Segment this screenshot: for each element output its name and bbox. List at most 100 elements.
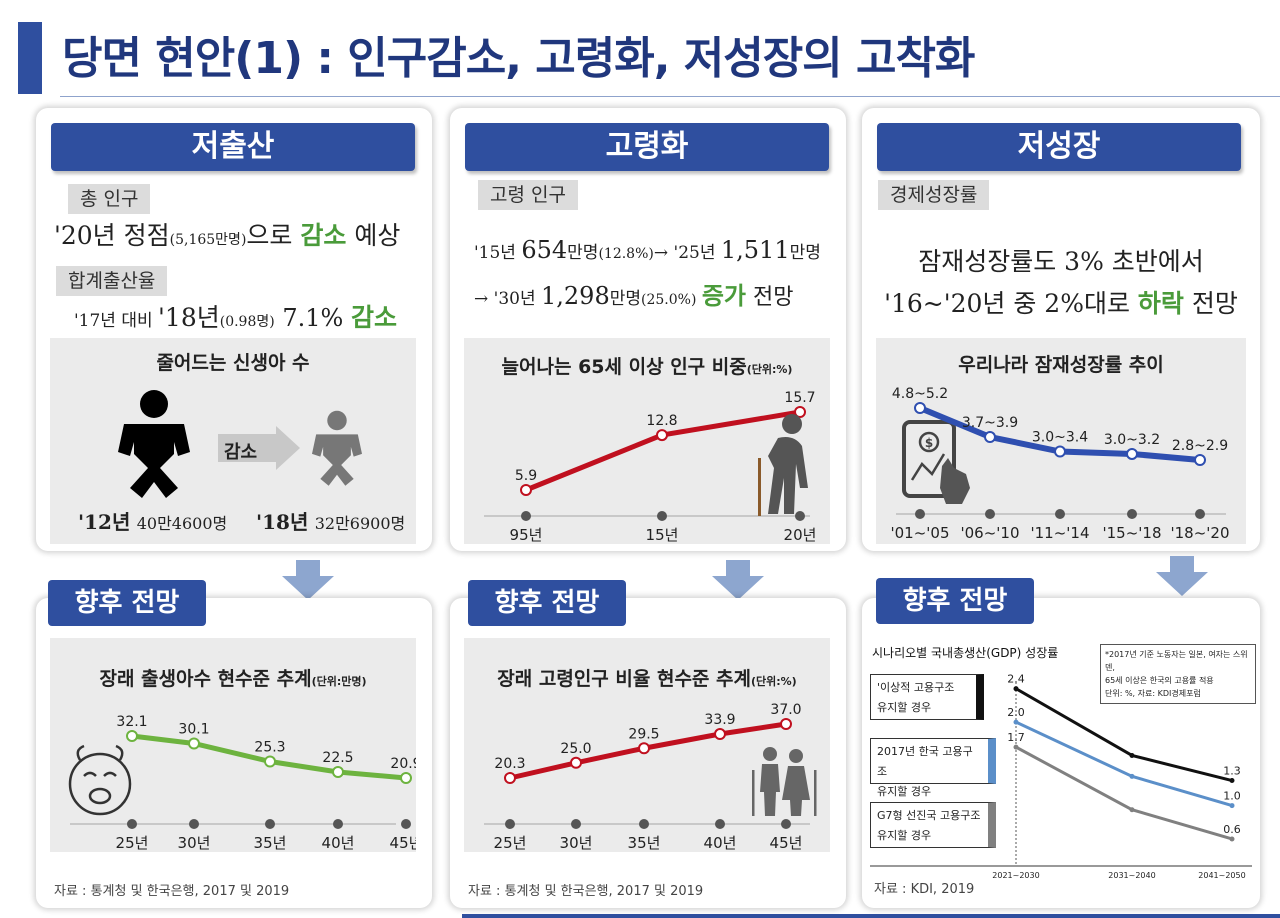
axis-tick <box>1195 509 1205 519</box>
axis-tick <box>521 511 531 521</box>
data-point <box>780 718 792 730</box>
axis-tick <box>639 819 649 829</box>
elderly-share-box: 늘어나는 65세 이상 인구 비중(단위:%) 5.9 95년 12.8 15년 15.… <box>464 338 830 544</box>
data-label: 37.0 <box>770 702 801 718</box>
decrease-arrow-label: 감소 <box>224 442 258 463</box>
baby-large-icon <box>118 390 190 498</box>
future-births-title: 장래 출생아수 현수준 추계(단위:만명) <box>99 668 367 690</box>
gdp-note: *2017년 기준 노동자는 일본, 여자는 스위덴, 65세 이상은 한국의 고… <box>1100 644 1256 704</box>
tick-label: 2021~2030 <box>992 871 1039 880</box>
data-label: 5.9 <box>515 468 537 484</box>
data-point <box>794 406 806 418</box>
page-title: 당면 현안(1) : 인구감소, 고령화, 저성장의 고착화 <box>62 33 975 84</box>
data-label: 22.5 <box>322 750 353 766</box>
axis-tick <box>715 819 725 829</box>
data-point <box>570 756 582 769</box>
data-point <box>332 766 344 778</box>
data-label: 4.8~5.2 <box>892 386 948 402</box>
data-label: 30.1 <box>178 722 209 738</box>
panel-low-growth: 저성장 경제성장률 잠재성장률도 3% 초반에서 '16~'20년 중 2%대로… <box>862 108 1260 551</box>
data-point <box>714 728 726 741</box>
growth-statement-line1: 잠재성장률도 3% 초반에서 <box>918 247 1204 276</box>
gdp-legend-korea: 2017년 한국 고용구조 유지할 경우 <box>870 738 996 798</box>
panel-header-aging: 고령화 <box>465 123 829 171</box>
series-line <box>1015 687 1233 782</box>
data-point <box>264 755 276 768</box>
gdp-source: 자료 : KDI, 2019 <box>874 882 975 897</box>
tick-label: 40년 <box>704 834 737 852</box>
panel-header-low-growth: 저성장 <box>877 123 1241 171</box>
tick-label: 40년 <box>322 834 355 852</box>
panel-header-low-birth: 저출산 <box>51 123 415 171</box>
panel-aging: 고령화 고령 인구 '15년 654만명(12.8%)→ '25년 1,511만… <box>450 108 846 551</box>
potential-growth-chart: $ 4.8~5.2 '01~'05 3.7~3.9 '06~'10 3.0~3.4 '11… <box>891 386 1230 542</box>
future-aging-source: 자료 : 통계청 및 한국은행, 2017 및 2019 <box>468 884 704 899</box>
tick-label: '15~'18 <box>1103 524 1162 542</box>
tick-label: 45년 <box>390 834 416 852</box>
axis-tick <box>127 819 137 829</box>
data-point <box>656 429 668 442</box>
title-accent-bar <box>18 22 42 94</box>
data-label: 2.4 <box>1007 673 1025 686</box>
growth-statement-line2: '16~'20년 중 2%대로 하락 전망 <box>884 289 1238 318</box>
tick-label: 95년 <box>510 526 543 544</box>
data-label: 25.0 <box>560 741 591 757</box>
future-aging-box: 장래 고령인구 비율 현수준 추계(단위:%) 20.3 25년 25.0 30년 29… <box>464 638 830 852</box>
footer-rule <box>462 914 1280 918</box>
axis-tick <box>265 819 275 829</box>
panel-future-births: 장래 출생아수 현수준 추계(단위:만명) 32.1 25년 30.1 30년 25.3… <box>36 598 432 908</box>
gdp-legend-g7: G7형 선진국 고용구조 유지할 경우 <box>870 802 996 848</box>
future-births-chart: 32.1 25년 30.1 30년 25.3 35년 22.5 40년 20.9 45년 <box>68 714 416 852</box>
tick-label: 25년 <box>116 834 149 852</box>
data-point <box>400 772 412 784</box>
data-point <box>1129 752 1135 758</box>
tick-label: '11~'14 <box>1031 524 1090 542</box>
gdp-legend-ideal: '이상적 고용구조 유지할 경우 <box>870 674 984 720</box>
axis-tick <box>1127 509 1137 519</box>
data-label: 33.9 <box>704 712 735 728</box>
future-births-source: 자료 : 통계청 및 한국은행, 2017 및 2019 <box>54 884 290 899</box>
tag-growth-rate: 경제성장률 <box>878 180 990 210</box>
title-divider <box>60 96 1280 97</box>
tick-label: 15년 <box>646 526 679 544</box>
tag-total-population: 총 인구 <box>68 184 151 214</box>
data-point <box>1054 445 1066 458</box>
tick-label: 30년 <box>178 834 211 852</box>
crying-baby-icon <box>68 744 132 816</box>
tag-fertility-rate: 합계출산율 <box>56 266 168 296</box>
newborn-box: 줄어드는 신생아 수 감소 '12년 40만4600명 '18년 32만6900… <box>50 338 416 544</box>
data-label: 29.5 <box>628 726 659 742</box>
data-point <box>1013 686 1019 692</box>
data-point <box>1229 836 1235 842</box>
data-label: 32.1 <box>116 714 147 730</box>
data-point <box>914 402 926 414</box>
data-label: 2.0 <box>1007 706 1025 719</box>
data-label: 15.7 <box>784 390 815 406</box>
data-label: 20.3 <box>494 756 525 772</box>
data-point <box>1229 778 1235 784</box>
axis-tick <box>915 509 925 519</box>
tick-label: 25년 <box>494 834 527 852</box>
data-point <box>1229 803 1235 809</box>
data-point <box>1013 719 1019 725</box>
elderly-couple-icon <box>752 747 817 816</box>
data-point <box>984 431 996 444</box>
data-label: 0.6 <box>1223 823 1241 836</box>
panel-low-birth: 저출산 총 인구 '20년 정점(5,165만명)으로 감소 예상 합계출산율 … <box>36 108 432 551</box>
potential-growth-title: 우리나라 잠재성장률 추이 <box>958 354 1164 376</box>
axis-tick <box>189 819 199 829</box>
data-label: 3.0~3.4 <box>1032 430 1088 446</box>
newborn-2018: '18년 32만6900명 <box>256 510 406 534</box>
data-point <box>126 730 138 742</box>
axis-tick <box>571 819 581 829</box>
elderly-statement-line1: '15년 654만명(12.8%)→ '25년 1,511만명 <box>474 236 821 264</box>
data-label: 25.3 <box>254 740 285 756</box>
data-point <box>1126 447 1138 460</box>
baby-small-icon <box>312 410 362 486</box>
data-point <box>1129 773 1135 779</box>
gdp-chart-title: 시나리오별 국내총생산(GDP) 성장률 <box>872 646 1059 660</box>
total-population-statement: '20년 정점(5,165만명)으로 감소 예상 <box>54 221 401 250</box>
tick-label: '18~'20 <box>1171 524 1230 542</box>
series-line <box>1015 745 1233 841</box>
potential-growth-box: 우리나라 잠재성장률 추이 $ 4.8~5.2 '01~'05 3.7~3.9 '06… <box>876 338 1246 544</box>
